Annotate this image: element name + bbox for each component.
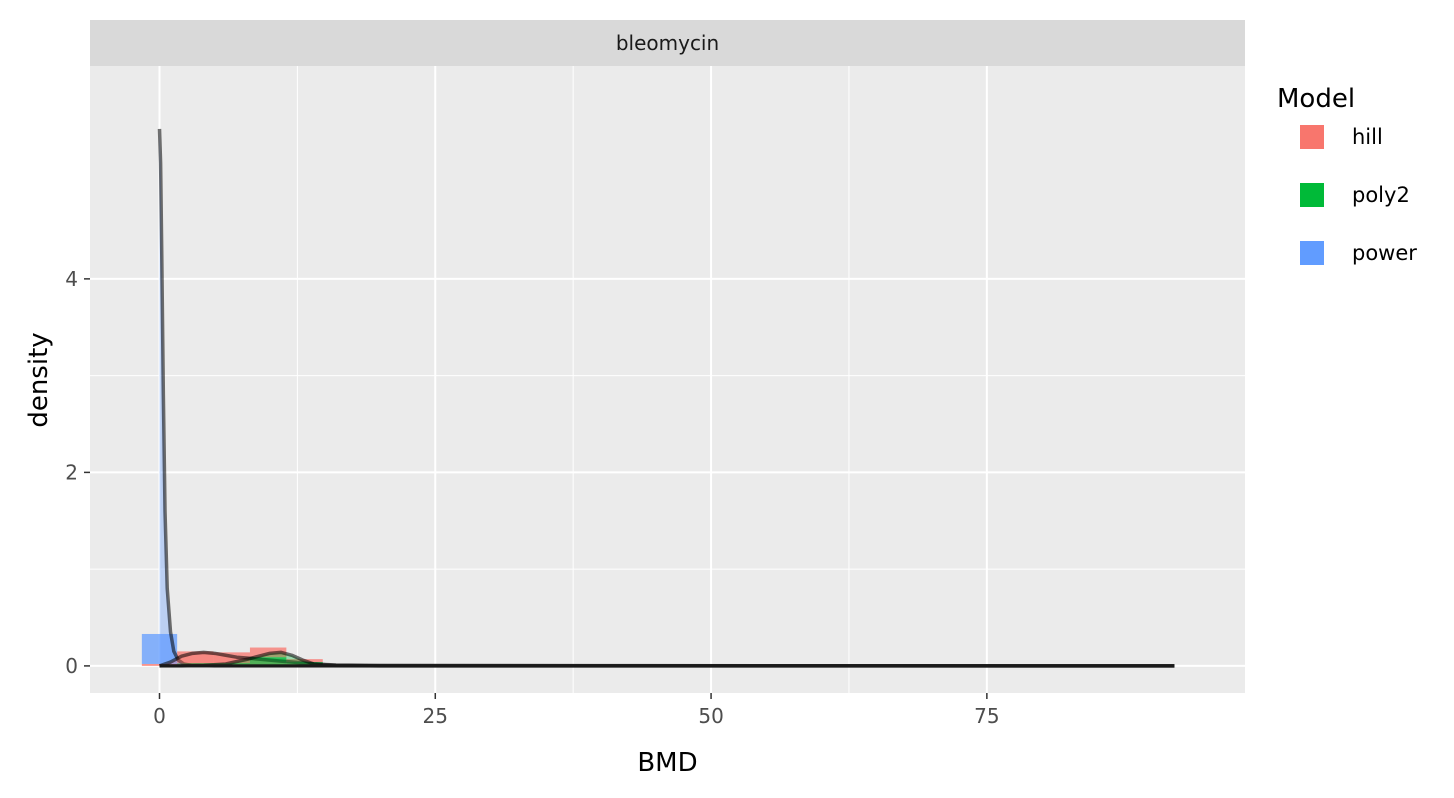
y-axis-title: density <box>24 332 54 427</box>
y-tick-label: 2 <box>65 460 78 484</box>
legend-title: Model <box>1277 84 1355 114</box>
x-tick-label: 0 <box>153 704 166 728</box>
legend-key-hill <box>1300 125 1324 149</box>
legend-label-hill: hill <box>1352 125 1383 149</box>
panel-background <box>90 66 1245 693</box>
x-axis-title: BMD <box>637 748 697 778</box>
density-curves <box>157 128 1175 668</box>
minor-gridlines <box>90 66 1245 693</box>
axes: 0 25 50 75 0 2 4 <box>65 267 999 728</box>
legend-key-power <box>1300 241 1324 265</box>
facet-strip <box>90 20 1245 66</box>
histogram-bar-hill <box>177 651 214 664</box>
x-tick-label: 75 <box>974 704 999 728</box>
legend-label-power: power <box>1352 241 1417 265</box>
legend-key-poly2 <box>1300 183 1324 207</box>
legend: Model hill poly2 power <box>1277 84 1417 265</box>
facet-strip-label: bleomycin <box>616 31 719 55</box>
y-tick-label: 4 <box>65 267 78 291</box>
x-tick-label: 50 <box>698 704 723 728</box>
x-tick-label: 25 <box>423 704 448 728</box>
y-tick-label: 0 <box>65 654 78 678</box>
legend-label-poly2: poly2 <box>1352 183 1410 207</box>
